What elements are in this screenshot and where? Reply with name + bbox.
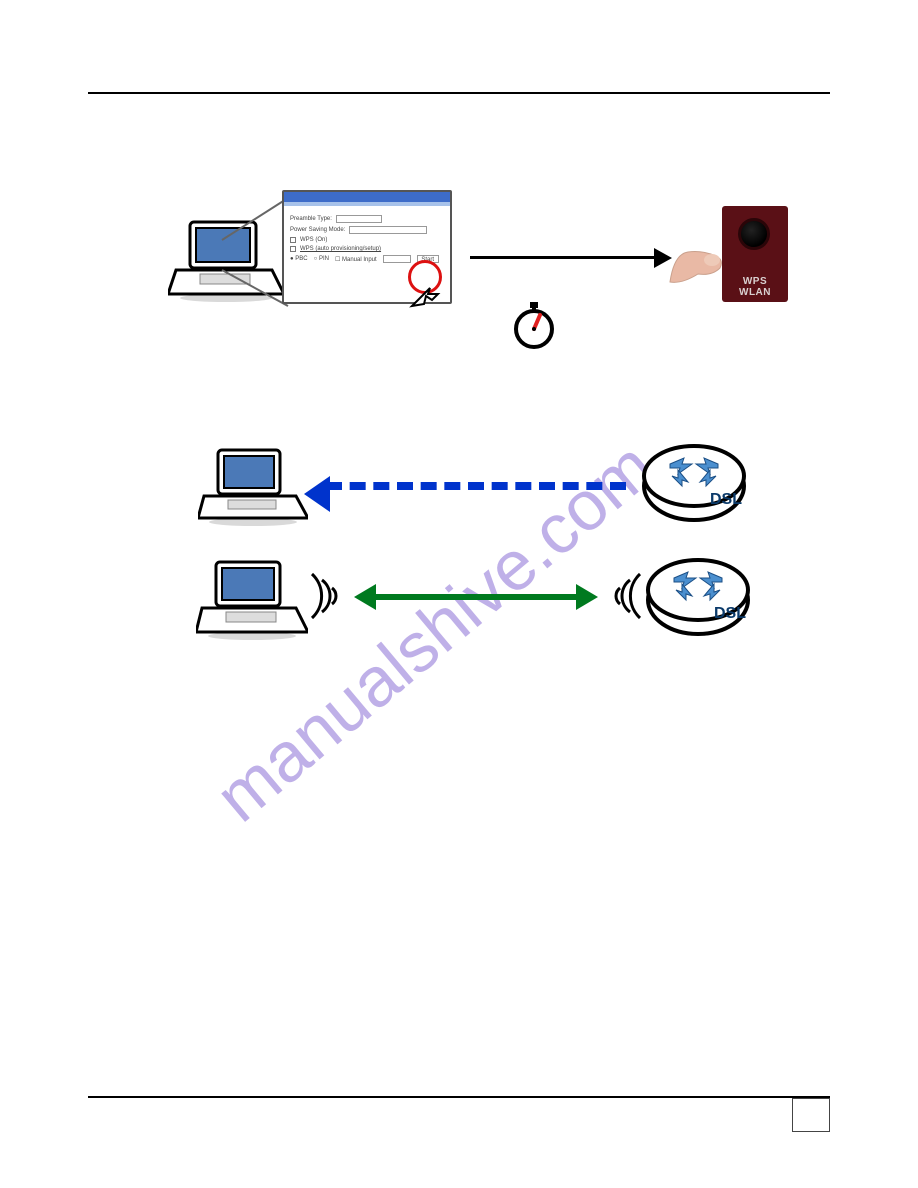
row-label: Power Saving Mode: — [290, 227, 345, 233]
dsl-router-step2: DSL — [640, 444, 748, 531]
laptop-step2 — [198, 448, 308, 526]
svg-text:DSL: DSL — [710, 491, 742, 508]
wifi-arcs-router-icon — [594, 566, 646, 631]
settings-row: Power Saving Mode: — [290, 226, 444, 234]
wps-wlan-button: WPS WLAN — [722, 206, 788, 302]
stopwatch-icon — [512, 302, 556, 355]
settings-titlebar — [284, 192, 450, 202]
settings-row: WPS (auto provisioning/setup) — [290, 246, 444, 252]
settings-row: Preamble Type: — [290, 215, 444, 223]
settings-row: WPS (On) — [290, 237, 444, 243]
checkbox-label: WPS (auto provisioning/setup) — [300, 246, 381, 252]
row-field — [336, 215, 382, 223]
wps-button-surface — [738, 218, 770, 250]
svg-text:DSL: DSL — [714, 605, 746, 622]
row-label: Preamble Type: — [290, 216, 332, 222]
finger-icon — [668, 248, 712, 286]
header-rule — [88, 92, 830, 94]
laptop-step3 — [196, 560, 308, 640]
radio-label: Manual Input — [342, 257, 377, 263]
action-arrow — [470, 256, 656, 259]
checkbox-label: WPS (On) — [300, 237, 327, 243]
radio-label: PIN — [319, 256, 329, 262]
checkbox-icon — [290, 237, 296, 243]
wifi-arcs-client-icon — [306, 566, 358, 631]
wps-label-top: WPS — [743, 276, 767, 287]
footer-rule — [88, 1096, 830, 1098]
checkbox-icon — [290, 246, 296, 252]
manual-input-field — [383, 255, 411, 263]
settings-subbar — [284, 202, 450, 206]
dsl-router-step3: DSL — [644, 558, 752, 645]
wps-label-bottom: WLAN — [739, 287, 771, 298]
row-field — [349, 226, 427, 234]
wireless-link-arrow — [374, 594, 578, 600]
radio-label: PBC — [295, 256, 307, 262]
page-number-box — [792, 1098, 830, 1132]
cursor-arrow-icon — [408, 282, 442, 317]
config-transfer-arrow — [326, 482, 626, 490]
wps-button-label: WPS WLAN — [722, 276, 788, 298]
